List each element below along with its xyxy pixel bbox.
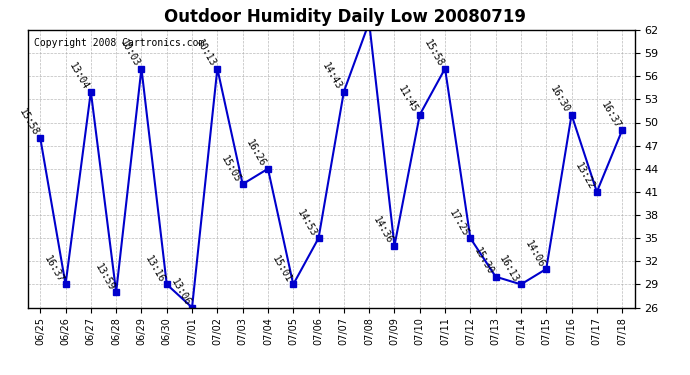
Text: 11:45: 11:45 xyxy=(396,84,420,115)
Text: 16:30: 16:30 xyxy=(548,84,571,115)
Text: 13:04: 13:04 xyxy=(68,61,91,92)
Text: 14:06: 14:06 xyxy=(523,238,546,269)
Text: 13:59: 13:59 xyxy=(92,262,116,292)
Text: 14:53: 14:53 xyxy=(295,208,319,238)
Text: 10:13: 10:13 xyxy=(194,38,217,69)
Text: 15:30: 15:30 xyxy=(472,246,495,277)
Text: 15:01: 15:01 xyxy=(270,254,293,284)
Text: 16:26: 16:26 xyxy=(244,138,268,169)
Text: 16:37: 16:37 xyxy=(599,100,622,130)
Text: 13:06: 13:06 xyxy=(168,277,192,308)
Text: 17:25: 17:25 xyxy=(447,208,471,238)
Text: Copyright 2008 Cartronics.com: Copyright 2008 Cartronics.com xyxy=(34,38,204,48)
Text: 15:58: 15:58 xyxy=(422,38,445,69)
Text: 14:36: 14:36 xyxy=(371,215,395,246)
Text: 15:05: 15:05 xyxy=(219,154,243,184)
Text: 13:22: 13:22 xyxy=(573,161,597,192)
Text: 14:43: 14:43 xyxy=(320,61,344,92)
Text: 16:13: 16:13 xyxy=(497,254,521,284)
Text: 17:55: 17:55 xyxy=(0,374,1,375)
Text: 13:16: 13:16 xyxy=(144,254,167,284)
Text: Outdoor Humidity Daily Low 20080719: Outdoor Humidity Daily Low 20080719 xyxy=(164,8,526,26)
Text: 10:03: 10:03 xyxy=(118,38,141,69)
Text: 15:58: 15:58 xyxy=(17,108,40,138)
Text: 16:37: 16:37 xyxy=(42,254,66,284)
